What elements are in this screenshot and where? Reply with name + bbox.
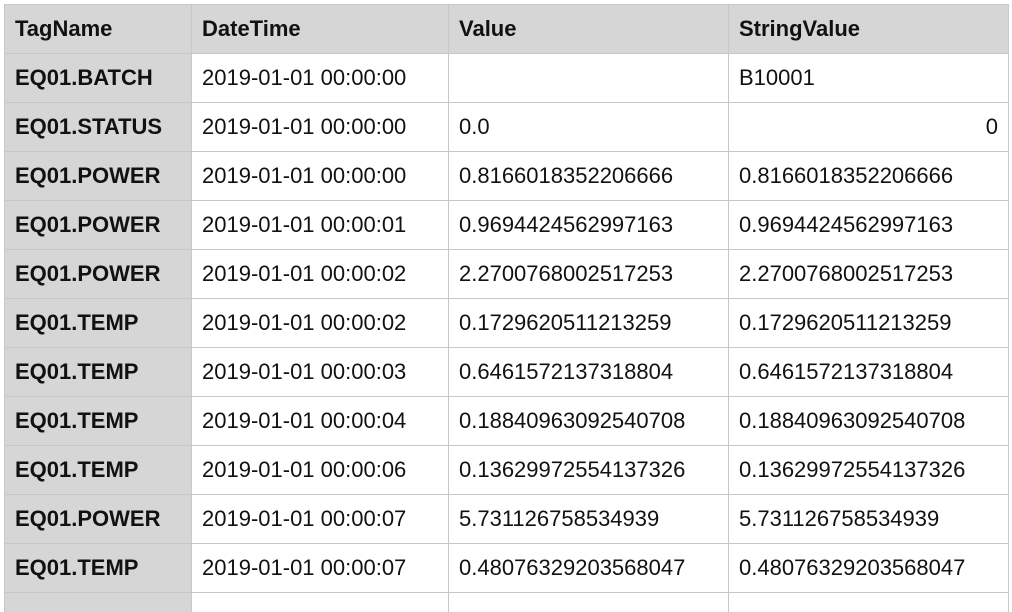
cell-value[interactable]: 0.1729620511213259 (448, 298, 729, 348)
header-row: TagName DateTime Value StringValue (4, 4, 1009, 54)
cell-stringvalue[interactable]: B10001 (728, 53, 1009, 103)
cell-tagname[interactable]: EQ01.POWER (4, 494, 192, 544)
cell-datetime[interactable]: 2019-01-01 00:00:00 (191, 151, 449, 201)
cell-tagname[interactable]: EQ01.TEMP (4, 347, 192, 397)
cell-stringvalue-empty[interactable] (728, 592, 1009, 612)
cell-value[interactable] (448, 53, 729, 103)
cell-tagname[interactable]: EQ01.POWER (4, 200, 192, 250)
table-row: EQ01.POWER 2019-01-01 00:00:00 0.8166018… (4, 151, 1009, 201)
cell-tagname[interactable]: EQ01.BATCH (4, 53, 192, 103)
cell-stringvalue[interactable]: 2.2700768002517253 (728, 249, 1009, 299)
cell-datetime[interactable]: 2019-01-01 00:00:00 (191, 102, 449, 152)
cell-tagname[interactable]: EQ01.STATUS (4, 102, 192, 152)
column-header-stringvalue[interactable]: StringValue (728, 4, 1009, 54)
cell-datetime[interactable]: 2019-01-01 00:00:02 (191, 249, 449, 299)
cell-tagname[interactable]: EQ01.POWER (4, 151, 192, 201)
cell-value[interactable]: 0.8166018352206666 (448, 151, 729, 201)
cell-stringvalue[interactable]: 0.9694424562997163 (728, 200, 1009, 250)
column-header-datetime[interactable]: DateTime (191, 4, 449, 54)
cell-tagname[interactable]: EQ01.TEMP (4, 298, 192, 348)
cell-value[interactable]: 0.48076329203568047 (448, 543, 729, 593)
cell-stringvalue[interactable]: 0 (728, 102, 1009, 152)
cell-datetime[interactable]: 2019-01-01 00:00:04 (191, 396, 449, 446)
table-row: EQ01.BATCH 2019-01-01 00:00:00 B10001 (4, 53, 1009, 103)
cell-stringvalue[interactable]: 0.8166018352206666 (728, 151, 1009, 201)
table-row: EQ01.POWER 2019-01-01 00:00:02 2.2700768… (4, 249, 1009, 299)
cell-datetime-empty[interactable] (191, 592, 449, 612)
cell-datetime[interactable]: 2019-01-01 00:00:01 (191, 200, 449, 250)
cell-tagname[interactable]: EQ01.TEMP (4, 445, 192, 495)
table-row: EQ01.TEMP 2019-01-01 00:00:06 0.13629972… (4, 445, 1009, 495)
cell-value[interactable]: 0.0 (448, 102, 729, 152)
cell-tagname-empty[interactable] (4, 592, 192, 612)
cell-tagname[interactable]: EQ01.POWER (4, 249, 192, 299)
data-table: TagName DateTime Value StringValue EQ01.… (4, 4, 1009, 612)
cell-datetime[interactable]: 2019-01-01 00:00:06 (191, 445, 449, 495)
table-row: EQ01.STATUS 2019-01-01 00:00:00 0.0 0 (4, 102, 1009, 152)
table-row: EQ01.TEMP 2019-01-01 00:00:03 0.64615721… (4, 347, 1009, 397)
cell-tagname[interactable]: EQ01.TEMP (4, 543, 192, 593)
cell-datetime[interactable]: 2019-01-01 00:00:07 (191, 543, 449, 593)
column-header-tagname[interactable]: TagName (4, 4, 192, 54)
table-row-partial (4, 592, 1009, 612)
cell-value[interactable]: 5.731126758534939 (448, 494, 729, 544)
cell-stringvalue[interactable]: 0.1729620511213259 (728, 298, 1009, 348)
cell-value[interactable]: 0.18840963092540708 (448, 396, 729, 446)
cell-value[interactable]: 0.6461572137318804 (448, 347, 729, 397)
cell-value[interactable]: 0.9694424562997163 (448, 200, 729, 250)
cell-datetime[interactable]: 2019-01-01 00:00:03 (191, 347, 449, 397)
cell-stringvalue[interactable]: 0.6461572137318804 (728, 347, 1009, 397)
cell-value-empty[interactable] (448, 592, 729, 612)
column-header-value[interactable]: Value (448, 4, 729, 54)
cell-tagname[interactable]: EQ01.TEMP (4, 396, 192, 446)
table-row: EQ01.POWER 2019-01-01 00:00:07 5.7311267… (4, 494, 1009, 544)
cell-datetime[interactable]: 2019-01-01 00:00:00 (191, 53, 449, 103)
cell-datetime[interactable]: 2019-01-01 00:00:07 (191, 494, 449, 544)
table-row: EQ01.TEMP 2019-01-01 00:00:02 0.17296205… (4, 298, 1009, 348)
table-row: EQ01.POWER 2019-01-01 00:00:01 0.9694424… (4, 200, 1009, 250)
table-row: EQ01.TEMP 2019-01-01 00:00:07 0.48076329… (4, 543, 1009, 593)
cell-value[interactable]: 2.2700768002517253 (448, 249, 729, 299)
cell-stringvalue[interactable]: 0.48076329203568047 (728, 543, 1009, 593)
cell-stringvalue[interactable]: 0.13629972554137326 (728, 445, 1009, 495)
table-row: EQ01.TEMP 2019-01-01 00:00:04 0.18840963… (4, 396, 1009, 446)
cell-stringvalue[interactable]: 0.18840963092540708 (728, 396, 1009, 446)
cell-stringvalue[interactable]: 5.731126758534939 (728, 494, 1009, 544)
cell-datetime[interactable]: 2019-01-01 00:00:02 (191, 298, 449, 348)
cell-value[interactable]: 0.13629972554137326 (448, 445, 729, 495)
